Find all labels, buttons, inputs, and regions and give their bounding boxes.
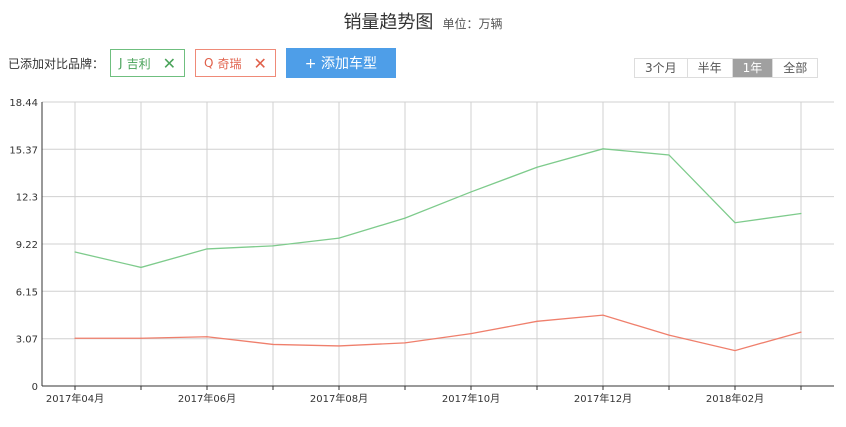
data-point: [536, 166, 538, 168]
time-range-selector: 3个月 半年 1年 全部: [634, 58, 819, 78]
data-point: [338, 345, 340, 347]
data-point: [668, 154, 670, 156]
brand-code: Q: [203, 56, 214, 70]
brand-name: 吉利: [126, 56, 151, 71]
range-1-year[interactable]: 1年: [731, 59, 773, 77]
data-point: [404, 342, 406, 344]
range-3-months[interactable]: 3个月: [635, 59, 687, 77]
data-point: [734, 349, 736, 352]
add-model-button[interactable]: + 添加车型: [285, 48, 396, 78]
data-point: [800, 331, 802, 333]
x-tick-label: 2017年06月: [178, 392, 236, 405]
x-tick-label: 2017年10月: [442, 392, 500, 405]
data-point: [668, 334, 670, 336]
data-point: [140, 266, 142, 269]
data-point: [536, 320, 538, 322]
data-point: [338, 237, 340, 239]
brand-name: 奇瑞: [217, 56, 242, 71]
range-half-year[interactable]: 半年: [686, 59, 732, 77]
series-line-1: [75, 314, 802, 352]
data-point: [470, 333, 472, 335]
data-point: [602, 314, 604, 316]
brand-chip-chery[interactable]: Q 奇瑞 ✕: [194, 49, 276, 77]
brand-chip-geely[interactable]: J 吉利 ✕: [110, 49, 185, 77]
data-point: [74, 337, 76, 339]
brand-compare-label: 已添加对比品牌：: [8, 56, 105, 71]
data-point: [74, 251, 76, 253]
data-point: [272, 245, 274, 247]
data-point: [404, 217, 406, 219]
y-tick-label: 12.3: [16, 193, 38, 204]
y-tick-label: 3.07: [16, 335, 38, 346]
range-all[interactable]: 全部: [772, 59, 818, 77]
remove-brand-icon[interactable]: ✕: [162, 53, 176, 73]
y-tick-label: 18.44: [9, 98, 38, 109]
x-tick-label: 2017年12月: [574, 392, 632, 405]
data-point: [800, 212, 802, 215]
data-point: [602, 148, 604, 150]
data-point: [140, 337, 142, 339]
y-tick-label: 15.37: [9, 145, 38, 156]
brand-compare-bar: 已添加对比品牌： J 吉利 ✕ Q 奇瑞 ✕ + 添加车型: [8, 48, 396, 78]
data-point: [206, 248, 208, 250]
data-point: [470, 191, 472, 193]
brand-code: J: [119, 56, 123, 70]
data-point: [272, 343, 274, 346]
x-tick-label: 2017年08月: [310, 392, 368, 405]
data-point: [734, 222, 736, 224]
x-tick-label: 2018年02月: [706, 392, 764, 405]
y-tick-label: 6.15: [16, 287, 38, 298]
chart-title-area: 销量趋势图 单位：万辆: [0, 8, 846, 34]
data-point: [206, 336, 208, 338]
y-tick-label: 9.22: [16, 240, 38, 251]
page-title: 销量趋势图: [343, 12, 434, 33]
remove-brand-icon[interactable]: ✕: [253, 53, 267, 73]
series-line-0: [74, 148, 802, 269]
y-tick-label: 0: [32, 382, 38, 393]
x-tick-label: 2017年04月: [46, 392, 104, 405]
unit-label: 单位：万辆: [442, 17, 503, 31]
